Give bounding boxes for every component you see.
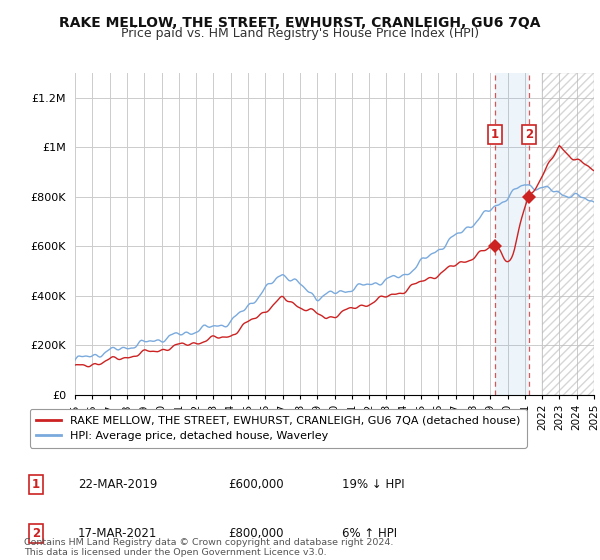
Text: 19% ↓ HPI: 19% ↓ HPI <box>342 478 404 491</box>
Text: Contains HM Land Registry data © Crown copyright and database right 2024.
This d: Contains HM Land Registry data © Crown c… <box>24 538 394 557</box>
Text: 6% ↑ HPI: 6% ↑ HPI <box>342 526 397 540</box>
Legend: RAKE MELLOW, THE STREET, EWHURST, CRANLEIGH, GU6 7QA (detached house), HPI: Aver: RAKE MELLOW, THE STREET, EWHURST, CRANLE… <box>29 409 527 447</box>
Text: Price paid vs. HM Land Registry's House Price Index (HPI): Price paid vs. HM Land Registry's House … <box>121 27 479 40</box>
Text: 1: 1 <box>490 128 499 141</box>
Text: 1: 1 <box>32 478 40 491</box>
Text: £800,000: £800,000 <box>228 526 284 540</box>
Text: RAKE MELLOW, THE STREET, EWHURST, CRANLEIGH, GU6 7QA: RAKE MELLOW, THE STREET, EWHURST, CRANLE… <box>59 16 541 30</box>
Text: 2: 2 <box>32 526 40 540</box>
Text: 22-MAR-2019: 22-MAR-2019 <box>78 478 157 491</box>
Text: 17-MAR-2021: 17-MAR-2021 <box>78 526 157 540</box>
Bar <box>542 73 594 395</box>
Text: £600,000: £600,000 <box>228 478 284 491</box>
Bar <box>494 73 529 395</box>
Bar <box>542 73 594 395</box>
Text: 2: 2 <box>525 128 533 141</box>
